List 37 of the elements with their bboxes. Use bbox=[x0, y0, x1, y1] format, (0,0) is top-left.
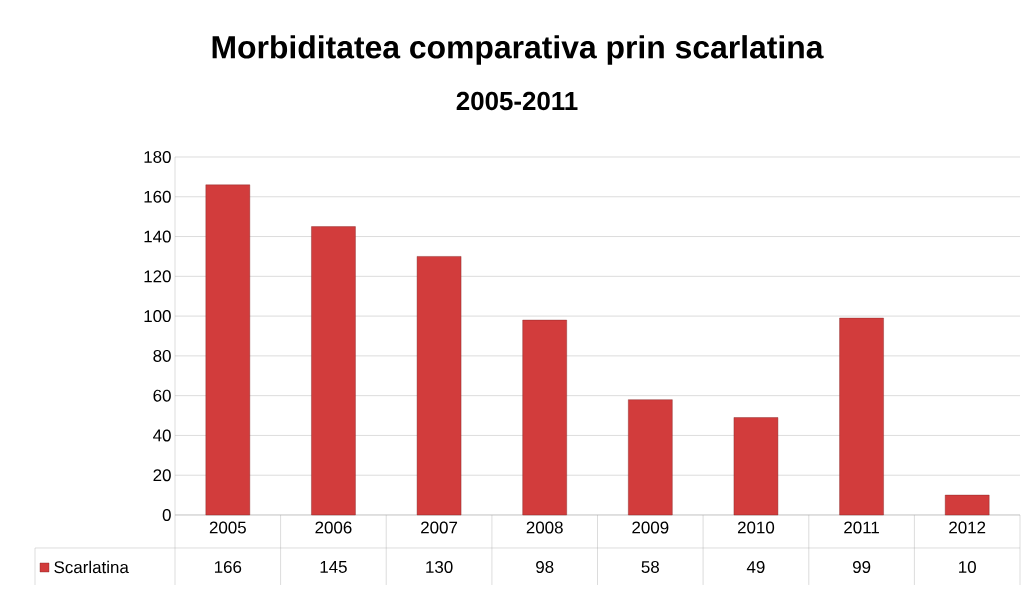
x-tick-label: 2007 bbox=[421, 521, 458, 534]
bar bbox=[944, 494, 990, 516]
data-label: 130 bbox=[426, 560, 453, 573]
bar bbox=[311, 226, 356, 516]
bar bbox=[733, 417, 779, 516]
y-tick-label: 40 bbox=[153, 429, 171, 442]
data-label: 49 bbox=[746, 560, 765, 573]
x-tick-label: 2010 bbox=[737, 521, 775, 534]
data-label: 98 bbox=[536, 560, 554, 573]
x-tick-label: 2008 bbox=[526, 521, 563, 534]
data-label: 145 bbox=[320, 561, 347, 573]
bar bbox=[205, 184, 251, 516]
y-tick-label: 100 bbox=[144, 310, 171, 323]
chart-title: Morbiditatea comparativa prin scarlatina bbox=[212, 35, 824, 65]
data-label: 10 bbox=[959, 560, 976, 573]
y-tick-label: 140 bbox=[144, 230, 171, 243]
y-tick-label: 120 bbox=[144, 270, 171, 283]
bar bbox=[522, 319, 567, 516]
data-label: 99 bbox=[852, 560, 871, 573]
y-tick-label: 0 bbox=[162, 508, 171, 521]
legend-label: Scarlatina bbox=[54, 560, 129, 574]
y-tick-label: 160 bbox=[144, 190, 171, 203]
y-tick-label: 20 bbox=[153, 469, 171, 482]
bar bbox=[839, 317, 884, 516]
bar bbox=[416, 256, 462, 516]
bar bbox=[628, 399, 673, 516]
x-tick-label: 2005 bbox=[209, 521, 246, 534]
y-tick-label: 180 bbox=[144, 150, 171, 163]
x-tick-label: 2009 bbox=[632, 521, 669, 534]
data-label: 58 bbox=[641, 560, 659, 573]
x-tick-label: 2012 bbox=[949, 521, 986, 534]
x-tick-label: 2006 bbox=[315, 521, 352, 534]
y-tick-label: 80 bbox=[153, 349, 171, 362]
x-tick-label: 2011 bbox=[844, 521, 879, 534]
data-label: 166 bbox=[214, 560, 242, 573]
y-tick-label: 60 bbox=[153, 389, 171, 402]
chart-subtitle: 2005-2011 bbox=[456, 91, 578, 111]
